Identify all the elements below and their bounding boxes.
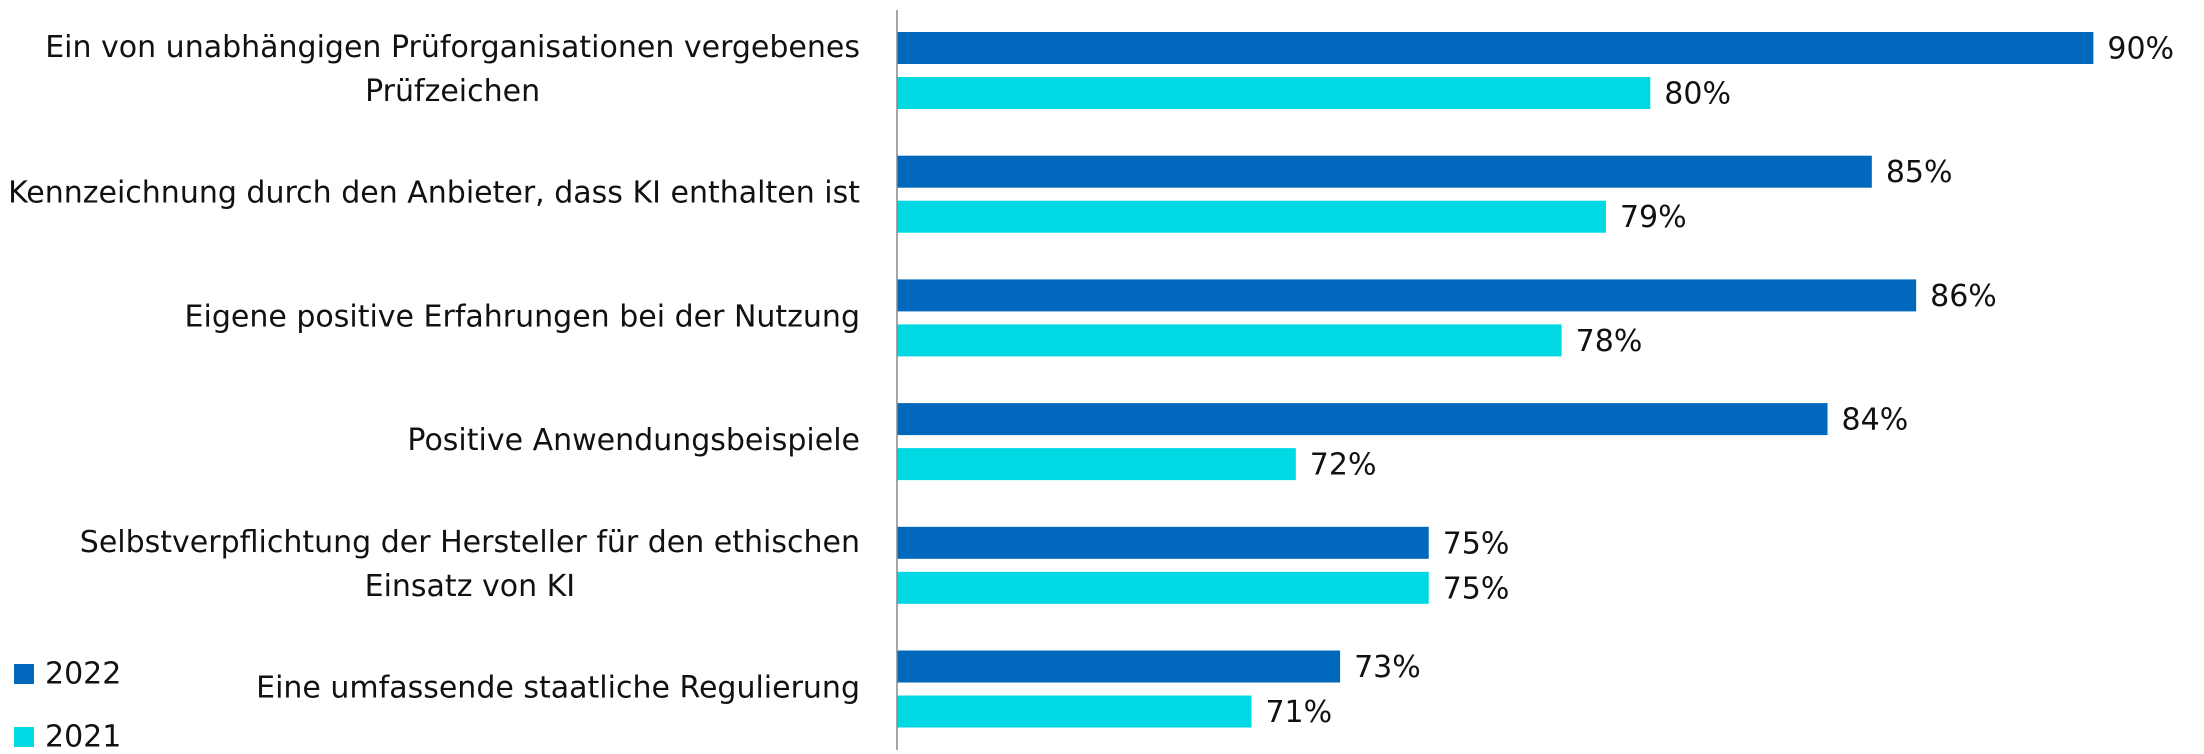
value-label: 80% bbox=[1664, 77, 1731, 112]
bar bbox=[897, 32, 2094, 64]
legend-label: 2022 bbox=[45, 657, 121, 692]
bar bbox=[897, 200, 1606, 233]
category-label: Eine umfassende staatliche Regulierung bbox=[256, 671, 860, 706]
legend-label: 2021 bbox=[45, 720, 121, 751]
bar bbox=[897, 695, 1252, 728]
legend-swatch bbox=[14, 727, 34, 747]
legend-swatch bbox=[14, 664, 34, 684]
bar bbox=[897, 77, 1651, 109]
value-label: 73% bbox=[1354, 650, 1421, 685]
bar bbox=[897, 324, 1562, 357]
value-label: 79% bbox=[1620, 200, 1687, 235]
category-label: Einsatz von KI bbox=[365, 569, 576, 604]
value-label: 86% bbox=[1930, 279, 1997, 314]
category-label: Eigene positive Erfahrungen bei der Nutz… bbox=[185, 299, 860, 334]
category-label: Kennzeichnung durch den Anbieter, dass K… bbox=[8, 176, 860, 211]
category-label: Selbstverpflichtung der Hersteller für d… bbox=[80, 525, 860, 560]
bar bbox=[897, 403, 1828, 436]
bar bbox=[897, 279, 1917, 312]
value-label: 78% bbox=[1576, 324, 1643, 359]
value-label: 71% bbox=[1265, 695, 1332, 730]
value-label: 72% bbox=[1310, 448, 1377, 483]
category-label: Ein von unabhängigen Prüforganisationen … bbox=[45, 30, 860, 65]
bar bbox=[897, 448, 1296, 481]
bar bbox=[897, 155, 1872, 188]
bar bbox=[897, 526, 1429, 559]
bar bbox=[897, 571, 1429, 604]
value-label: 90% bbox=[2107, 32, 2174, 67]
category-label: Positive Anwendungsbeispiele bbox=[407, 423, 860, 458]
value-label: 85% bbox=[1886, 155, 1953, 190]
category-label: Prüfzeichen bbox=[365, 74, 540, 109]
value-label: 75% bbox=[1443, 526, 1510, 561]
bar bbox=[897, 650, 1341, 683]
value-label: 75% bbox=[1443, 571, 1510, 606]
value-label: 84% bbox=[1842, 403, 1909, 438]
